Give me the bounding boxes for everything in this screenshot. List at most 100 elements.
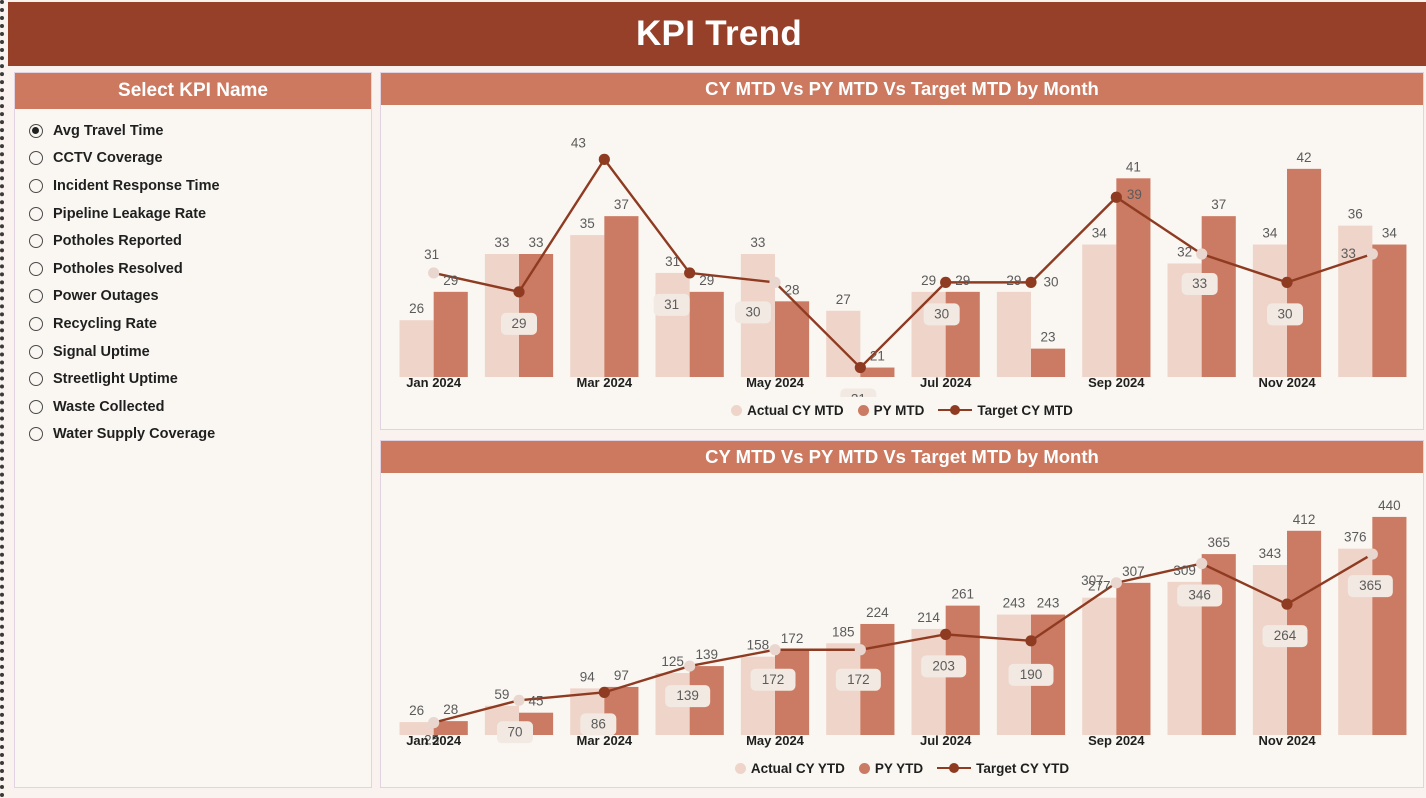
slicer-item-potholes-reported[interactable]: Potholes Reported bbox=[29, 227, 371, 255]
x-axis-tick-label: Jan 2024 bbox=[406, 733, 462, 748]
radio-button-icon[interactable] bbox=[29, 372, 43, 387]
bar-label-py: 37 bbox=[614, 197, 629, 212]
legend-item-py-mtd[interactable]: PY MTD bbox=[857, 403, 924, 418]
kpi-radio-list[interactable]: Avg Travel Time CCTV Coverage Incident Res… bbox=[15, 109, 371, 448]
target-label-box bbox=[653, 293, 690, 316]
slicer-item-avg-travel-time[interactable]: Avg Travel Time bbox=[29, 117, 371, 145]
radio-button-icon[interactable] bbox=[29, 178, 43, 193]
slicer-item-waste-collected[interactable]: Waste Collected bbox=[29, 393, 371, 421]
plot-area-mtd[interactable]: 26 29 33 33 35 37 31 29 33 28 27 21 29 29 29 23 34 41 32 37… bbox=[381, 105, 1423, 397]
slicer-item-pipeline-leakage-rate[interactable]: Pipeline Leakage Rate bbox=[29, 200, 371, 228]
slicer-item-potholes-resolved[interactable]: Potholes Resolved bbox=[29, 255, 371, 283]
x-axis-tick-label: Jul 2024 bbox=[919, 733, 972, 748]
target-label: 172 bbox=[762, 672, 785, 687]
legend-item-target-cy-ytd[interactable]: Target CY YTD bbox=[937, 761, 1069, 776]
slicer-item-label: Pipeline Leakage Rate bbox=[53, 205, 207, 222]
bar-py-Jun 2024 bbox=[860, 367, 895, 377]
bar-py-Jan 2024 bbox=[433, 721, 468, 735]
bar-label-py: 42 bbox=[1297, 150, 1312, 165]
legend-item-actual-cy-mtd[interactable]: Actual CY MTD bbox=[731, 403, 844, 418]
target-marker-Aug 2024 bbox=[1025, 635, 1037, 647]
legend-label: PY YTD bbox=[874, 760, 924, 776]
target-marker-Jan 2024 bbox=[428, 717, 440, 729]
bar-actual-Sep 2024 bbox=[1082, 244, 1117, 377]
bar-actual-May 2024 bbox=[740, 656, 775, 735]
slicer-title: Select KPI Name bbox=[15, 73, 371, 109]
radio-button-icon[interactable] bbox=[29, 234, 43, 249]
bar-label-actual: 158 bbox=[747, 638, 770, 653]
bar-label-actual: 33 bbox=[750, 235, 765, 250]
target-marker-Apr 2024 bbox=[684, 660, 696, 672]
target-label: 43 bbox=[571, 135, 586, 150]
slicer-item-signal-uptime[interactable]: Signal Uptime bbox=[29, 338, 371, 366]
slicer-item-label: Avg Travel Time bbox=[53, 122, 164, 139]
bar-label-actual: 185 bbox=[832, 624, 855, 639]
target-label: 31 bbox=[424, 247, 439, 262]
slicer-item-cctv-coverage[interactable]: CCTV Coverage bbox=[29, 145, 371, 173]
slicer-item-streetlight-uptime[interactable]: Streetlight Uptime bbox=[29, 365, 371, 393]
radio-button-icon[interactable] bbox=[29, 151, 43, 166]
x-axis-labels: Jan 2024 Mar 2024 May 2024 Jul 2024 Sep 2024… bbox=[381, 375, 1423, 397]
bar-actual-Jan 2024 bbox=[399, 320, 434, 377]
legend-item-py-ytd[interactable]: PY YTD bbox=[858, 760, 924, 776]
target-marker-Jul 2024 bbox=[940, 276, 952, 288]
slicer-item-water-supply-coverage[interactable]: Water Supply Coverage bbox=[29, 421, 371, 449]
chart-legend-ytd[interactable]: Actual CY YTD PY YTD Target CY YTD bbox=[381, 755, 1423, 781]
radio-button-icon[interactable] bbox=[29, 261, 43, 276]
kpi-slicer-panel: Select KPI Name Avg Travel Time CCTV Cove… bbox=[14, 72, 372, 788]
plot-area-ytd[interactable]: 26 28 59 45 94 97 125 139 158 172 185 224 214 261 243 2… bbox=[381, 473, 1423, 755]
radio-button-icon[interactable] bbox=[29, 206, 43, 221]
bar-label-py: 172 bbox=[781, 631, 804, 646]
bar-label-py: 37 bbox=[1211, 197, 1226, 212]
legend-label: Actual CY MTD bbox=[747, 402, 844, 418]
bar-label-actual: 309 bbox=[1173, 563, 1196, 578]
legend-item-target-cy-mtd[interactable]: Target CY MTD bbox=[938, 403, 1073, 418]
target-label: 139 bbox=[676, 688, 699, 703]
legend-item-actual-cy-ytd[interactable]: Actual CY YTD bbox=[734, 761, 845, 776]
slicer-item-incident-response-time[interactable]: Incident Response Time bbox=[29, 172, 371, 200]
bar-label-py: 307 bbox=[1122, 564, 1145, 579]
radio-button-icon[interactable] bbox=[29, 427, 43, 442]
slicer-item-power-outages[interactable]: Power Outages bbox=[29, 283, 371, 311]
target-marker-Feb 2024 bbox=[513, 694, 525, 706]
chart-title-ytd: CY MTD Vs PY MTD Vs Target MTD by Month bbox=[381, 441, 1423, 473]
radio-button-icon[interactable] bbox=[29, 316, 43, 331]
bar-label-actual: 376 bbox=[1344, 530, 1367, 545]
chart-legend-mtd[interactable]: Actual CY MTD PY MTD Target CY MTD bbox=[381, 397, 1423, 423]
bar-py-Mar 2024 bbox=[604, 216, 639, 377]
target-label-box bbox=[1181, 273, 1218, 295]
legend-label: Target CY MTD bbox=[977, 402, 1073, 418]
bar-label-actual: 35 bbox=[580, 216, 595, 231]
radio-button-icon[interactable] bbox=[29, 344, 43, 359]
bar-label-py: 29 bbox=[955, 273, 970, 288]
target-marker-Oct 2024 bbox=[1196, 557, 1208, 570]
target-marker-Mar 2024 bbox=[598, 153, 610, 165]
target-marker-Jun 2024 bbox=[854, 644, 866, 656]
target-label: 190 bbox=[1020, 667, 1043, 682]
target-marker-Dec 2024 bbox=[1366, 248, 1378, 260]
slicer-item-label: Water Supply Coverage bbox=[53, 426, 216, 443]
bar-label-actual: 243 bbox=[1003, 596, 1026, 611]
bar-py-Oct 2024 bbox=[1201, 216, 1236, 377]
chart-panel-mtd: CY MTD Vs PY MTD Vs Target MTD by Month … bbox=[380, 72, 1424, 430]
bar-actual-Sep 2024 bbox=[1082, 597, 1117, 735]
radio-button-icon[interactable] bbox=[29, 123, 43, 138]
slicer-item-recycling-rate[interactable]: Recycling Rate bbox=[29, 310, 371, 338]
bar-py-Apr 2024 bbox=[689, 291, 724, 377]
bar-actual-Dec 2024 bbox=[1338, 225, 1373, 377]
target-marker-Dec 2024 bbox=[1366, 548, 1378, 560]
x-axis-tick-label: Sep 2024 bbox=[1088, 733, 1145, 748]
bar-actual-Jan 2024 bbox=[399, 722, 434, 735]
target-label-box bbox=[1262, 625, 1308, 648]
radio-button-icon[interactable] bbox=[29, 399, 43, 414]
bar-label-actual: 94 bbox=[580, 669, 596, 684]
bar-label-actual: 33 bbox=[494, 235, 509, 250]
bar-label-actual: 29 bbox=[921, 273, 936, 288]
bar-label-actual: 277 bbox=[1088, 579, 1111, 594]
legend-dot-marker-icon bbox=[857, 404, 869, 416]
target-marker-Nov 2024 bbox=[1281, 598, 1293, 610]
bar-actual-Apr 2024 bbox=[655, 272, 690, 377]
bar-label-py: 33 bbox=[529, 235, 544, 250]
radio-button-icon[interactable] bbox=[29, 289, 43, 304]
target-label: 39 bbox=[1127, 187, 1142, 202]
